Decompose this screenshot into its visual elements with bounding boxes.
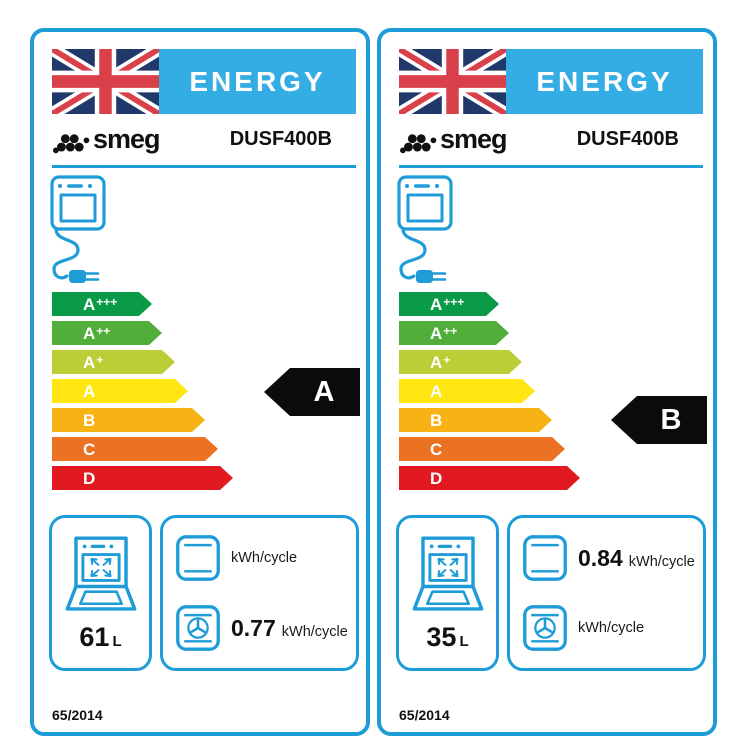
- rating-bar-d: D: [399, 466, 580, 490]
- rating-letter: A: [313, 375, 335, 408]
- smeg-logo: smeg: [399, 123, 508, 155]
- conventional-unit: kWh/cycle: [231, 550, 298, 566]
- oven-plug-icon: [395, 174, 463, 292]
- brand-name: smeg: [440, 123, 508, 154]
- energy-label-right: ENERGY smeg DUSF400B A +++ A ++ A + A B C D…: [377, 28, 717, 736]
- smeg-logo: smeg: [52, 123, 161, 155]
- energy-title: ENERGY: [536, 65, 673, 97]
- energy-header-bar: ENERGY: [506, 49, 703, 114]
- conventional-value: 0.84: [578, 544, 623, 571]
- volume-value: 61 L: [79, 622, 122, 652]
- energy-label-left: ENERGY smeg DUSF400B A +++ A ++ A + A B C D…: [30, 28, 370, 736]
- rating-scale: A +++ A ++ A + A B C D: [52, 292, 233, 495]
- oven-plug-icon: [48, 174, 116, 292]
- uk-flag-icon: [399, 49, 506, 114]
- oven-volume-icon: [63, 533, 139, 621]
- volume-box: 61 L: [49, 515, 152, 671]
- fan-unit: kWh/cycle: [281, 623, 348, 640]
- energy-header-bar: ENERGY: [159, 49, 356, 114]
- conventional-oven-icon: [522, 534, 568, 582]
- brand-name: smeg: [93, 123, 161, 154]
- regulation-number: 65/2014: [399, 707, 450, 723]
- fan-unit: kWh/cycle: [578, 620, 645, 636]
- oven-volume-icon: [410, 533, 486, 621]
- brand-row: smeg DUSF400B: [399, 120, 695, 158]
- conventional-unit: kWh/cycle: [628, 553, 695, 570]
- fan-oven-icon: [522, 604, 568, 652]
- smeg-logo-dots-icon: [399, 128, 439, 155]
- regulation-number: 65/2014: [52, 707, 103, 723]
- rating-letter: B: [660, 403, 682, 436]
- rating-bar-a: A: [399, 379, 535, 403]
- consumption-box: kWh/cycle 0.77 kWh/cycle: [160, 515, 359, 671]
- conventional-oven-icon: [175, 534, 221, 582]
- rating-bar-a3: A +++: [52, 292, 152, 316]
- rating-scale: A +++ A ++ A + A B C D: [399, 292, 580, 495]
- model-number: DUSF400B: [576, 127, 679, 150]
- fan-oven-icon: [175, 604, 221, 652]
- fan-consumption-row: kWh/cycle: [522, 604, 703, 652]
- model-number: DUSF400B: [229, 127, 332, 150]
- rating-bar-b: B: [399, 408, 552, 432]
- rating-indicator: A: [264, 368, 360, 416]
- rating-bar-a1: A +: [52, 350, 175, 374]
- fan-consumption-row: 0.77 kWh/cycle: [175, 604, 356, 652]
- rating-bar-c: C: [399, 437, 565, 461]
- rating-indicator: B: [611, 396, 707, 444]
- rating-bar-a1: A +: [399, 350, 522, 374]
- rating-bar-b: B: [52, 408, 205, 432]
- rating-bar-d: D: [52, 466, 233, 490]
- uk-flag-icon: [52, 49, 159, 114]
- brand-row: smeg DUSF400B: [52, 120, 348, 158]
- consumption-box: 0.84 kWh/cycle kWh/cycle: [507, 515, 706, 671]
- conventional-consumption-row: kWh/cycle: [175, 534, 356, 582]
- rating-bar-a2: A ++: [52, 321, 162, 345]
- divider-line: [52, 165, 356, 168]
- divider-line: [399, 165, 703, 168]
- volume-value: 35 L: [426, 622, 469, 652]
- rating-bar-a: A: [52, 379, 188, 403]
- rating-bar-c: C: [52, 437, 218, 461]
- conventional-consumption-row: 0.84 kWh/cycle: [522, 534, 703, 582]
- volume-box: 35 L: [396, 515, 499, 671]
- rating-bar-a3: A +++: [399, 292, 499, 316]
- energy-title: ENERGY: [189, 65, 326, 97]
- rating-bar-a2: A ++: [399, 321, 509, 345]
- smeg-logo-dots-icon: [52, 128, 92, 155]
- fan-value: 0.77: [231, 614, 276, 641]
